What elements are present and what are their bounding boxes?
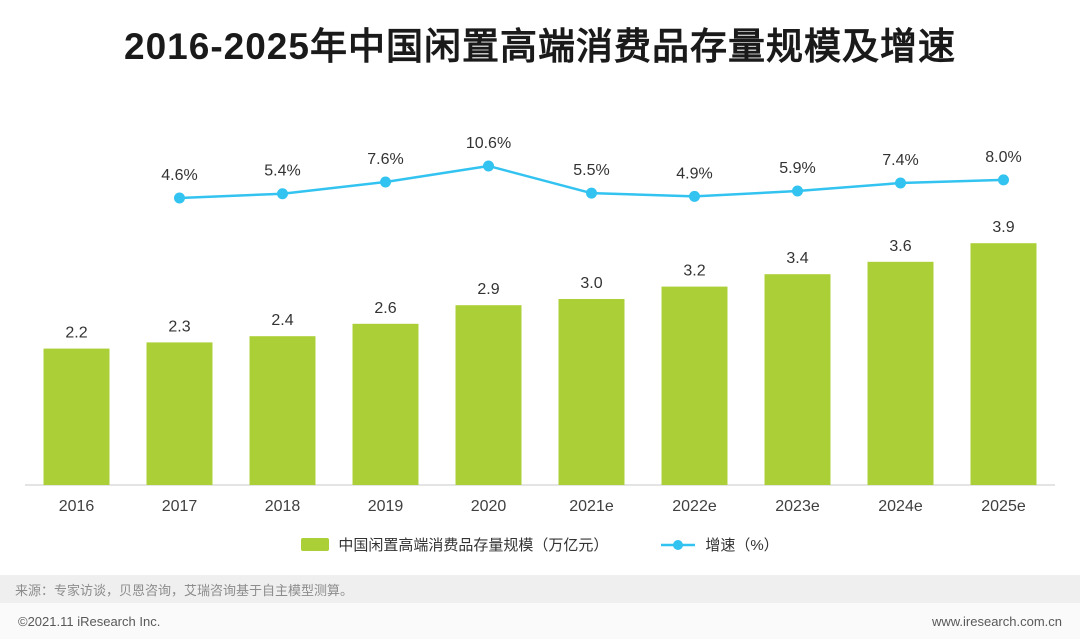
growth-dot-2020 xyxy=(483,160,494,172)
x-label-2020: 2020 xyxy=(471,498,507,515)
growth-label-2017: 4.6% xyxy=(161,167,197,184)
footer-copyright: ©2021.11 iResearch Inc. xyxy=(18,613,161,629)
growth-dot-2025e xyxy=(998,174,1009,186)
growth-dot-2021e xyxy=(586,187,597,199)
bar-2020 xyxy=(455,305,522,485)
growth-label-2018: 5.4% xyxy=(264,163,300,180)
legend-bar-label: 中国闲置高端消费品存量规模（万亿元） xyxy=(338,537,609,554)
x-label-2025e: 2025e xyxy=(981,498,1026,515)
bar-2022e xyxy=(661,286,728,485)
bar-value-2022e: 3.2 xyxy=(683,263,705,280)
source-band: 来源：专家访谈，贝恩咨询，艾瑞咨询基于自主模型测算。 xyxy=(0,575,1080,603)
bar-2019 xyxy=(352,323,419,485)
growth-label-2024e: 7.4% xyxy=(882,152,918,169)
x-label-2022e: 2022e xyxy=(672,498,717,515)
bar-legend-swatch-icon xyxy=(301,538,330,551)
bar-value-2024e: 3.6 xyxy=(889,238,911,255)
growth-dot-2023e xyxy=(792,185,803,197)
growth-dot-2017 xyxy=(174,192,185,204)
combo-chart: 2.2 2016 2.3 2017 2.4 2018 2.6 2019 2.9 2020 3.0 20… xyxy=(25,135,1055,515)
x-label-2016: 2016 xyxy=(59,498,95,515)
bar-2016 xyxy=(43,348,110,485)
bar-value-2019: 2.6 xyxy=(374,300,396,317)
page-title: 2016-2025年中国闲置高端消费品存量规模及增速 xyxy=(124,26,956,67)
source-text: 来源：专家访谈，贝恩咨询，艾瑞咨询基于自主模型测算。 xyxy=(15,582,354,598)
bar-2017 xyxy=(146,342,213,485)
growth-dot-2024e xyxy=(895,177,906,189)
growth-label-2023e: 5.9% xyxy=(779,160,815,177)
footer-website: www.iresearch.com.cn xyxy=(931,613,1062,629)
x-label-2024e: 2024e xyxy=(878,498,923,515)
growth-dot-2022e xyxy=(689,190,700,202)
footer-band: ©2021.11 iResearch Inc. www.iresearch.co… xyxy=(0,603,1080,639)
growth-label-2020: 10.6% xyxy=(466,135,511,152)
growth-dot-2019 xyxy=(380,176,391,188)
bar-value-2017: 2.3 xyxy=(168,318,190,335)
legend-item-bar: 中国闲置高端消费品存量规模（万亿元） xyxy=(301,534,608,555)
x-label-2023e: 2023e xyxy=(775,498,820,515)
bar-value-2016: 2.2 xyxy=(65,325,87,342)
x-label-2017: 2017 xyxy=(162,498,198,515)
bar-value-2025e: 3.9 xyxy=(992,219,1014,236)
legend-item-line: 增速（%） xyxy=(660,534,779,555)
growth-label-2021e: 5.5% xyxy=(573,162,609,179)
bar-2021e xyxy=(558,299,625,485)
growth-label-2025e: 8.0% xyxy=(985,149,1021,166)
x-label-2019: 2019 xyxy=(368,498,404,515)
legend-line-label: 增速（%） xyxy=(705,537,779,554)
bar-value-2018: 2.4 xyxy=(271,312,293,329)
chart-legend: 中国闲置高端消费品存量规模（万亿元） 增速（%） xyxy=(0,534,1080,555)
x-label-2018: 2018 xyxy=(265,498,301,515)
line-legend-icon xyxy=(661,539,696,550)
bar-value-2021e: 3.0 xyxy=(580,275,602,292)
bar-2024e xyxy=(867,261,934,485)
bar-value-2023e: 3.4 xyxy=(786,250,808,267)
growth-label-2019: 7.6% xyxy=(367,151,403,168)
bar-2018 xyxy=(249,336,316,485)
bar-value-2020: 2.9 xyxy=(477,281,499,298)
x-label-2021e: 2021e xyxy=(569,498,614,515)
growth-label-2022e: 4.9% xyxy=(676,165,712,182)
bar-2025e xyxy=(970,243,1037,485)
growth-dot-2018 xyxy=(277,188,288,200)
bar-2023e xyxy=(764,274,831,485)
